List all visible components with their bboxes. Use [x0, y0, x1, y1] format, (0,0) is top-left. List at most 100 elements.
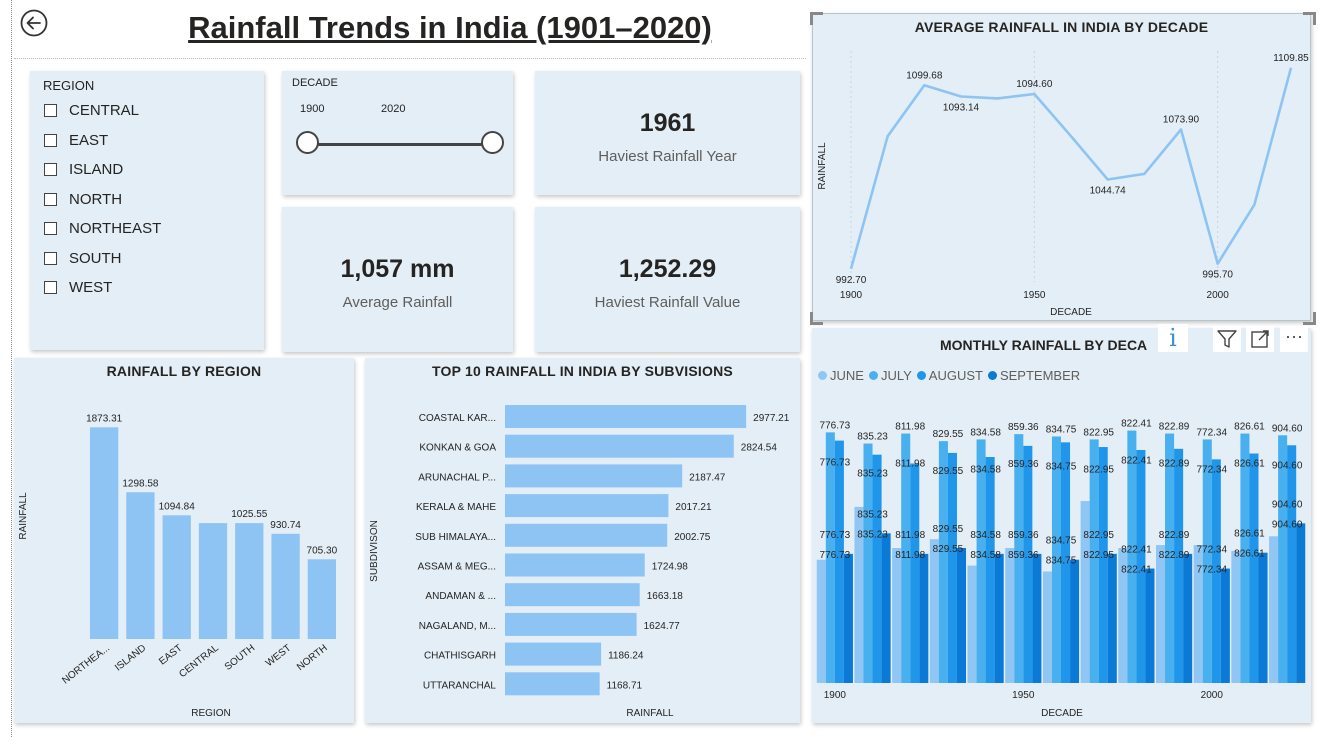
data-label: 834.58 — [970, 530, 1001, 541]
category-label: SOUTH — [223, 643, 257, 673]
bar — [1051, 436, 1061, 683]
bar — [834, 440, 844, 683]
bar — [1211, 459, 1221, 683]
legend-marker — [818, 371, 827, 380]
category-label: CENTRAL — [177, 642, 221, 680]
y-axis-title: RAINFALL — [817, 142, 828, 190]
decade-max-value[interactable]: 2020 — [381, 103, 406, 115]
bar — [235, 523, 264, 639]
data-label: 822.89 — [1159, 550, 1190, 561]
data-label: 904.60 — [1272, 423, 1303, 434]
checkbox[interactable] — [44, 281, 57, 294]
category-label: ARUNACHAL P... — [418, 472, 496, 483]
avg-decade-chart[interactable]: AVERAGE RAINFALL IN INDIA BY DECADE 1900… — [812, 13, 1311, 321]
top10-subdivisions-chart[interactable]: TOP 10 RAINFALL IN INDIA BY SUBVISIONS C… — [365, 358, 800, 723]
checkbox[interactable] — [44, 222, 57, 235]
data-label: 811.98 — [895, 530, 925, 541]
bar — [505, 494, 669, 518]
legend-item-july[interactable]: JULY — [868, 368, 912, 383]
more-options-icon[interactable]: ··· — [1280, 326, 1308, 352]
focus-mode-icon[interactable] — [1246, 326, 1274, 352]
x-tick-label: 1900 — [840, 290, 863, 301]
data-label: 829.55 — [933, 544, 964, 555]
data-label: 772.34 — [1196, 565, 1227, 576]
region-option-northeast[interactable]: NORTHEAST — [44, 220, 161, 237]
data-label: 995.70 — [1202, 270, 1233, 281]
decade-min-value[interactable]: 1900 — [300, 103, 325, 115]
region-option-island[interactable]: ISLAND — [44, 161, 123, 178]
legend-marker — [916, 371, 926, 380]
region-option-west[interactable]: WEST — [44, 279, 112, 296]
data-label: 834.75 — [1046, 556, 1077, 567]
checkbox[interactable] — [44, 104, 57, 117]
legend-label: JUNE — [830, 368, 864, 383]
legend-marker — [868, 371, 878, 380]
bar — [307, 559, 337, 639]
data-label: 829.55 — [933, 429, 964, 440]
bar — [505, 672, 600, 696]
back-button[interactable] — [20, 9, 48, 37]
rainfall-by-region-chart[interactable]: RAINFALL BY REGION 1873.31 NORTHEA... 1298… — [14, 358, 354, 723]
region-option-label: CENTRAL — [69, 102, 140, 119]
decade-slicer-label: DECADE — [292, 77, 338, 89]
data-label: 835.23 — [857, 432, 888, 443]
legend-item-june[interactable]: JUNE — [818, 368, 864, 383]
data-label: 776.73 — [820, 550, 851, 561]
region-option-label: NORTHEAST — [69, 220, 162, 237]
data-label: 1663.18 — [647, 591, 684, 602]
monthly-rainfall-chart[interactable]: MONTHLY RAINFALL BY DECA JUNE JULY AUGUST S… — [812, 328, 1311, 723]
data-label: 822.95 — [1083, 427, 1114, 438]
checkbox[interactable] — [44, 192, 57, 206]
selection-corner-bl — [810, 312, 823, 325]
bar — [1296, 523, 1306, 683]
region-option-central[interactable]: CENTRAL — [44, 102, 139, 119]
bar — [1098, 447, 1108, 683]
legend-label: SEPTEMBER — [999, 368, 1081, 383]
checkbox[interactable] — [44, 163, 57, 176]
filter-icon[interactable] — [1213, 326, 1241, 352]
category-label: ISLAND — [113, 643, 148, 674]
decade-slider-handle-min[interactable] — [296, 131, 319, 154]
region-option-east[interactable]: EAST — [44, 132, 108, 149]
decade-slider-handle-max[interactable] — [481, 131, 504, 154]
avg-decade-plot: 1900 1950 2000 DECADE RAINFALL 992.70 1099.68 1… — [817, 51, 1309, 318]
top-divider — [14, 58, 806, 59]
data-label: 822.95 — [1083, 464, 1114, 475]
decade-slider-track[interactable] — [308, 143, 493, 146]
average-rainfall-card: 1,057 mm Average Rainfall — [282, 207, 513, 352]
bar — [1061, 442, 1071, 683]
bar — [1174, 448, 1184, 683]
checkbox[interactable] — [44, 251, 57, 265]
bar — [863, 443, 873, 683]
category-label: NAGALAND, M... — [419, 621, 496, 632]
bar — [1240, 433, 1250, 683]
data-label: 1093.14 — [943, 102, 980, 113]
category-label: COASTAL KAR... — [419, 413, 496, 424]
bar — [505, 553, 645, 577]
legend-item-august[interactable]: AUGUST — [916, 368, 983, 383]
page-title: Rainfall Trends in India (1901–2020) — [188, 10, 712, 45]
data-label: 992.70 — [836, 275, 867, 286]
bar — [1005, 548, 1015, 683]
bar — [1202, 439, 1212, 683]
data-label: 1624.77 — [644, 621, 681, 632]
info-icon[interactable]: i — [1158, 324, 1188, 352]
data-label: 776.73 — [820, 420, 851, 431]
heaviest-value-label: Haviest Rainfall Value — [594, 294, 741, 311]
category-label: NORTH — [295, 643, 330, 673]
bar — [1145, 568, 1155, 683]
bar — [825, 432, 835, 683]
category-label: ANDAMAN & ... — [425, 591, 496, 602]
bar — [271, 533, 300, 639]
y-axis-title: RAINFALL — [18, 492, 29, 540]
checkbox[interactable] — [44, 133, 57, 147]
x-tick-label: 2000 — [1201, 690, 1224, 701]
bar — [1080, 501, 1090, 683]
bar — [1220, 568, 1230, 683]
bar — [1042, 571, 1052, 683]
legend-item-september[interactable]: SEPTEMBER — [987, 368, 1081, 383]
region-option-south[interactable]: SOUTH — [44, 250, 122, 267]
data-label: 826.61 — [1234, 529, 1265, 540]
bar — [976, 439, 986, 683]
region-option-north[interactable]: NORTH — [44, 191, 122, 208]
